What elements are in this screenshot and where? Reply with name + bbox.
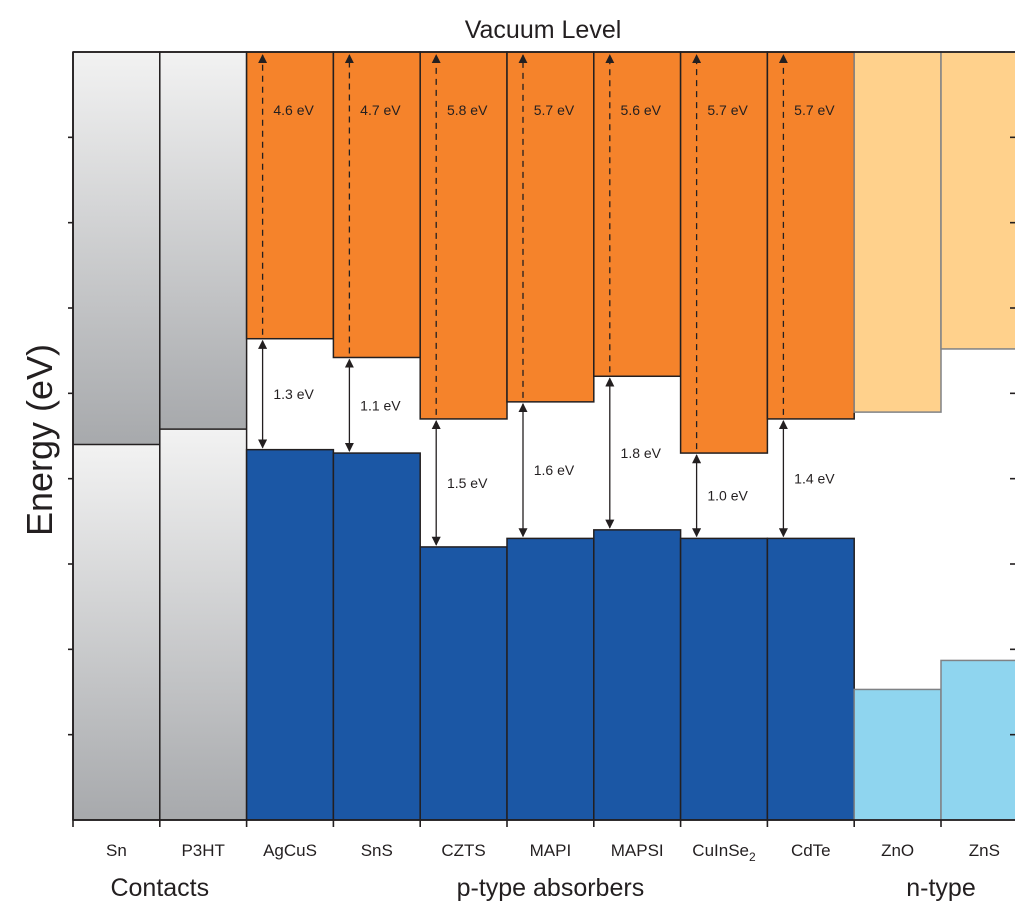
affinity-label-cuinse2: 5.7 eV — [707, 102, 748, 118]
band-p3ht-upper — [159, 52, 247, 430]
valence-band-mapsi — [593, 529, 682, 821]
x-axis-labels: Sn P3HT AgCuS SnS CZTS MAPI MAPSI CuInSe2 CdTe Zn… — [106, 841, 1000, 864]
x-label-p3ht: P3HT — [181, 841, 224, 860]
affinity-label-mapsi: 5.6 eV — [621, 102, 662, 118]
conduction-band-mapsi — [593, 51, 682, 378]
valence-band-zns — [940, 659, 1015, 821]
x-label-czts: CZTS — [441, 841, 485, 860]
band-p3ht-lower — [159, 429, 247, 820]
affinity-label-agcus: 4.6 eV — [273, 102, 314, 118]
affinity-label-cdte: 5.7 eV — [794, 102, 835, 118]
bandgap-label-mapi: 1.6 eV — [534, 462, 575, 478]
y-axis — [68, 51, 1015, 827]
conduction-band-zno — [853, 51, 942, 413]
x-label-zns: ZnS — [969, 841, 1000, 860]
group-label-contacts: Contacts — [110, 874, 209, 902]
x-label-mapsi: MAPSI — [611, 841, 664, 860]
y-axis-label: Energy (eV) — [19, 344, 60, 536]
chart-title: Vacuum Level — [465, 16, 622, 44]
valence-band-zno — [853, 688, 942, 821]
band-columns: 4.6 eV 1.3 eV 4.7 eV 1.1 eV 5.8 eV 1.5 eV 5.7 … — [72, 51, 1015, 821]
valence-band-agcus — [245, 448, 335, 821]
group-label-n-type: n-type — [906, 874, 975, 902]
bandgap-label-cuinse2: 1.0 eV — [707, 488, 748, 504]
band-sn-lower — [73, 444, 160, 820]
x-label-agcus: AgCuS — [263, 841, 317, 860]
x-label-zno: ZnO — [881, 841, 914, 860]
affinity-label-mapi: 5.7 eV — [534, 102, 575, 118]
x-label-cdte: CdTe — [791, 841, 831, 860]
valence-band-czts — [419, 546, 508, 821]
conduction-band-sns — [332, 51, 421, 359]
x-label-subscript-cuinse2: 2 — [749, 850, 756, 864]
conduction-band-zns — [940, 51, 1015, 350]
x-label-cuinse2: CuInSe2 — [692, 841, 756, 864]
affinity-label-sns: 4.7 eV — [360, 102, 401, 118]
conduction-band-cuinse2 — [679, 51, 769, 454]
bandgap-label-mapsi: 1.8 eV — [621, 445, 662, 461]
group-label-p-type: p-type absorbers — [457, 874, 645, 902]
valence-band-sns — [332, 452, 421, 821]
affinity-label-czts: 5.8 eV — [447, 102, 488, 118]
bandgap-label-sns: 1.1 eV — [360, 397, 401, 413]
x-label-sn: Sn — [106, 841, 127, 860]
group-labels: Contacts p-type absorbers n-type — [110, 874, 975, 902]
conduction-band-agcus — [245, 51, 335, 340]
x-label-sns: SnS — [361, 841, 393, 860]
valence-band-mapi — [506, 537, 595, 821]
bandgap-label-czts: 1.5 eV — [447, 475, 488, 491]
valence-band-cdte — [766, 537, 855, 821]
x-label-mapi: MAPI — [530, 841, 572, 860]
valence-band-cuinse2 — [679, 537, 769, 821]
band-sn-upper — [73, 52, 160, 445]
bandgap-label-cdte: 1.4 eV — [794, 471, 835, 487]
bandgap-label-agcus: 1.3 eV — [273, 386, 314, 402]
